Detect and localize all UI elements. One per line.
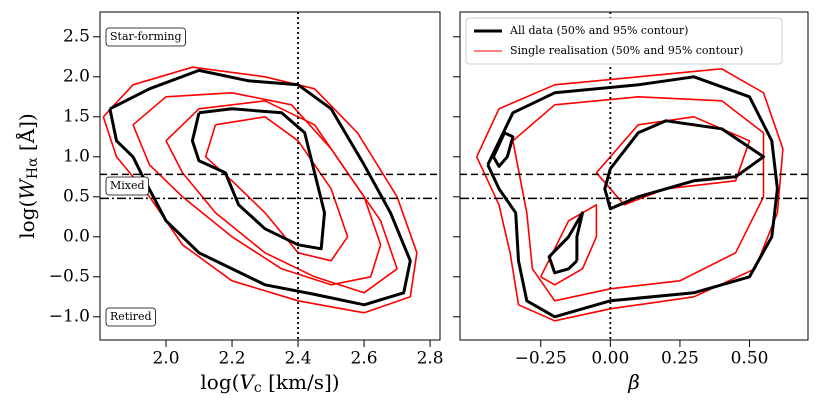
x-tick-label: 0.50 (731, 349, 769, 369)
contour (603, 119, 765, 211)
y-tick-label: 0.0 (63, 226, 90, 246)
contour (132, 92, 382, 286)
contour (165, 100, 398, 294)
plot-area (460, 12, 808, 340)
label-part: [km/s]) (262, 370, 340, 394)
x-tick-label: 2.6 (351, 349, 378, 369)
label-part: Hα (25, 157, 41, 179)
label-part: log( (15, 200, 39, 239)
legend-label: All data (50% and 95% contour) (509, 24, 688, 37)
y-tick-label: 2.0 (63, 66, 90, 86)
x-tick-label: 0.25 (661, 349, 699, 369)
x-tick-label: 2.4 (285, 349, 312, 369)
region-label: Mixed (110, 179, 145, 192)
region-box (105, 27, 186, 47)
x-tick-label: 2.0 (152, 349, 179, 369)
x-tick-label: 2.8 (417, 349, 444, 369)
label-part: [Å]) (14, 113, 39, 157)
x-tick-label: 2.2 (219, 349, 246, 369)
contour (204, 116, 349, 262)
region-box (105, 176, 149, 196)
contour (547, 211, 584, 275)
label-part: c (254, 380, 262, 396)
legend-box (465, 17, 783, 65)
contour (539, 204, 598, 286)
y-axis-label: log(WHα [Å]) (14, 113, 42, 239)
contour (512, 96, 765, 302)
y-tick-label: 1.0 (63, 146, 90, 166)
legend-label: Single realisation (50% and 95% contour) (510, 44, 743, 57)
label-part: log( (200, 370, 239, 394)
label-part: W (15, 178, 39, 200)
contour (190, 107, 326, 251)
label-part: β (627, 370, 640, 394)
x-tick-label: −0.25 (515, 349, 567, 369)
axes-frame (459, 11, 809, 341)
x-axis-label: β (627, 370, 640, 394)
x-tick-label: 0.00 (591, 349, 629, 369)
axes-frame (99, 11, 441, 341)
panel: −0.25 0.00 0.25 0.50 β All data (50% and 95% … (453, 11, 809, 394)
region-label: Star-forming (110, 30, 182, 43)
plot-area (100, 12, 440, 340)
contour (475, 68, 784, 322)
legend: All data (50% and 95% contour) Single rea… (465, 17, 783, 65)
y-tick-label: 2.5 (63, 26, 90, 46)
y-tick-label: −1.0 (49, 306, 90, 326)
y-tick-label: 0.5 (63, 186, 90, 206)
region-box (105, 307, 156, 327)
panel: 2.0 2.2 2.4 2.6 2.8 −1.0 −0.5 0.0 0.5 1.0 1.5 2.0 2.… (14, 11, 444, 397)
y-tick-label: −0.5 (49, 266, 90, 286)
contour (492, 131, 515, 168)
y-tick-label: 1.5 (63, 106, 90, 126)
contour (595, 116, 751, 206)
label-part: V (239, 370, 256, 394)
region-label: Retired (110, 310, 152, 323)
contour (486, 75, 779, 319)
x-axis-label: log(Vc [km/s]) (200, 370, 339, 397)
